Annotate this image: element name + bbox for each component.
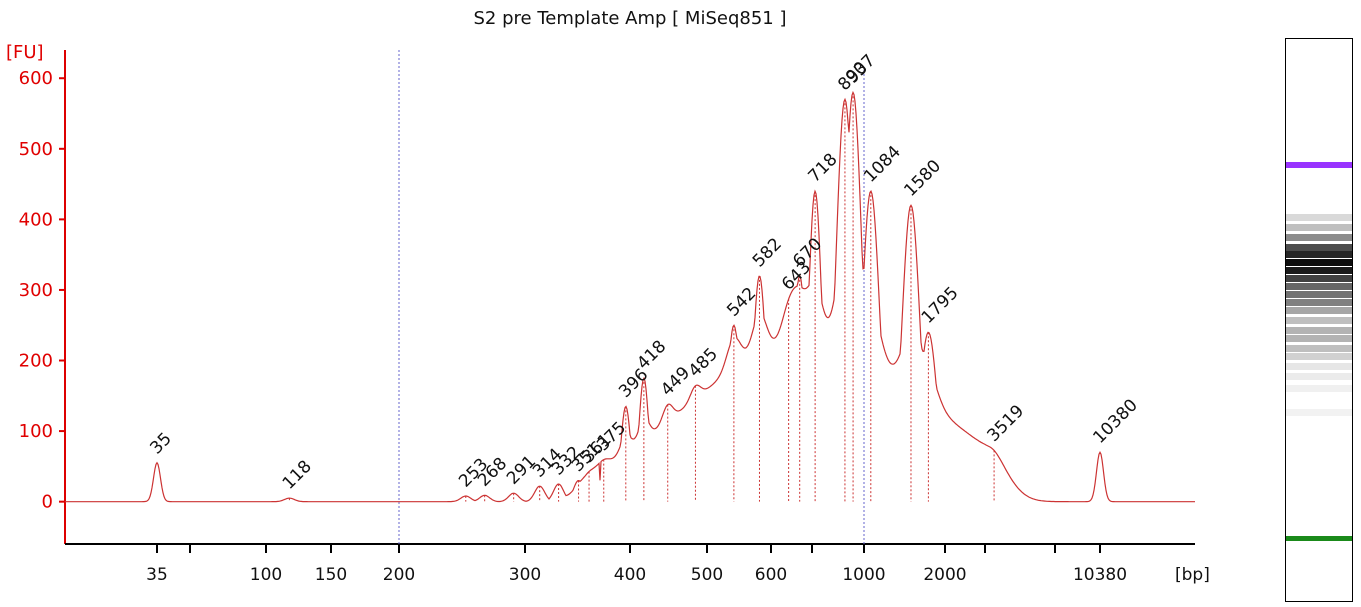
x-tick-label: 100	[250, 565, 282, 585]
gel-band	[1286, 363, 1352, 370]
signal-trace	[65, 90, 1195, 503]
gel-band	[1286, 283, 1352, 290]
x-tick-label: 10380	[1073, 565, 1127, 585]
gel-band	[1286, 307, 1352, 314]
y-tick-label: 400	[19, 209, 53, 230]
y-tick-label: 0	[42, 492, 53, 513]
y-tick-label: 100	[19, 421, 53, 442]
x-tick-label: 400	[614, 565, 646, 585]
gel-lane-image	[1286, 162, 1352, 541]
marker-label: 10380	[1089, 395, 1141, 447]
gel-band	[1286, 259, 1352, 266]
peak-label: 3519	[983, 401, 1028, 446]
x-axis-unit: [bp]	[1175, 565, 1210, 585]
gel-band	[1286, 345, 1352, 352]
gel-band	[1286, 317, 1352, 324]
gel-upper-marker-band	[1286, 162, 1352, 168]
gel-band	[1286, 409, 1352, 416]
gel-band	[1286, 385, 1352, 392]
gel-band	[1286, 335, 1352, 342]
x-tick-label: 1000	[842, 565, 885, 585]
marker-label: 35	[146, 429, 175, 458]
chart-title: S2 pre Template Amp [ MiSeq851 ]	[474, 8, 787, 29]
peak-label: 1795	[918, 283, 963, 328]
x-tick-label: 200	[383, 565, 415, 585]
gel-band	[1286, 299, 1352, 306]
gel-band	[1286, 275, 1352, 282]
gel-band	[1286, 353, 1352, 360]
x-tick-label: 150	[315, 565, 347, 585]
gel-band	[1286, 327, 1352, 334]
gel-band	[1286, 234, 1352, 241]
x-tick-label: 2000	[923, 565, 966, 585]
gel-band	[1286, 244, 1352, 251]
gel-lower-marker-band	[1286, 536, 1352, 541]
peak-label: 118	[279, 457, 316, 494]
gel-band	[1286, 251, 1352, 258]
gel-band	[1286, 291, 1352, 298]
x-tick-label: 35	[146, 565, 168, 585]
y-tick-label: 600	[19, 68, 53, 89]
peak-label: 1084	[860, 142, 905, 187]
peak-label: 1580	[900, 156, 945, 201]
gel-band	[1286, 214, 1352, 221]
x-tick-label: 500	[691, 565, 723, 585]
gel-lane	[1285, 38, 1353, 602]
peak-label: 582	[749, 234, 786, 271]
gel-band	[1286, 373, 1352, 380]
gel-band	[1286, 267, 1352, 274]
peak-label: 718	[805, 150, 842, 187]
x-tick-label: 300	[509, 565, 541, 585]
x-tick-label: 600	[755, 565, 787, 585]
gel-band	[1286, 224, 1352, 231]
y-tick-label: 300	[19, 280, 53, 301]
electropherogram-chart: S2 pre Template Amp [ MiSeq851 ] [FU] [b…	[6, 8, 1210, 585]
y-tick-label: 500	[19, 139, 53, 160]
y-tick-label: 200	[19, 351, 53, 372]
y-axis-label: [FU]	[6, 42, 44, 63]
